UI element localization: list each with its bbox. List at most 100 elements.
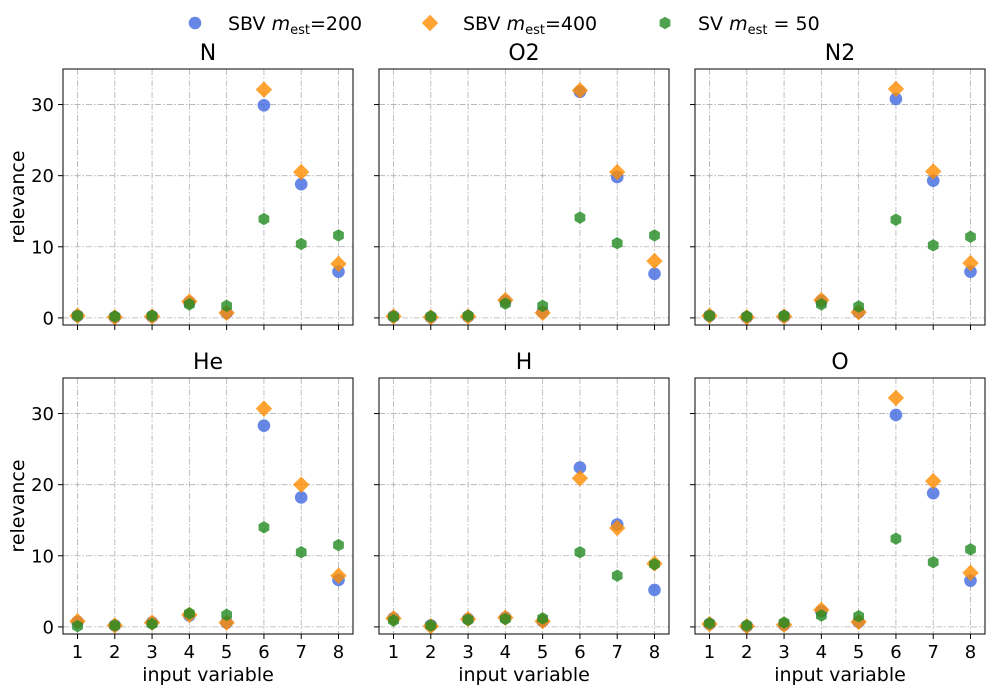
x-tick-label: 3 — [778, 642, 789, 663]
point-sbv200 — [964, 265, 977, 278]
legend: SBV mest=200 SBV mest=400 SV mest = 50 — [188, 13, 820, 38]
panel-he: 1 2 3 4 5 6 7 8 0 10 20 30 He relevance input variable — [7, 350, 354, 686]
panel-title: He — [193, 350, 223, 375]
point-sv50 — [499, 612, 511, 626]
x-tick-label: 2 — [741, 642, 752, 663]
point-sbv200 — [257, 98, 271, 112]
point-sv50 — [146, 617, 158, 631]
panel-title: N2 — [825, 41, 855, 66]
point-sv50 — [183, 298, 195, 311]
point-sv50 — [425, 619, 437, 632]
point-sv50 — [649, 558, 660, 571]
point-sbv200 — [648, 583, 661, 597]
point-sbv200 — [294, 177, 308, 191]
point-sbv200 — [926, 174, 940, 187]
axes-frame — [694, 68, 986, 326]
point-sbv200 — [294, 491, 308, 504]
x-tick-label: 7 — [611, 642, 622, 663]
point-sbv400 — [330, 567, 347, 584]
x-tick-label: 4 — [816, 642, 827, 663]
x-tick-label: 2 — [425, 642, 436, 663]
point-sbv400 — [962, 564, 979, 582]
point-sbv200 — [926, 486, 940, 500]
point-sv50 — [462, 613, 474, 626]
point-sbv400 — [571, 82, 589, 99]
point-sv50 — [890, 532, 902, 545]
point-sv50 — [183, 607, 195, 620]
x-tick-label: 1 — [72, 642, 83, 663]
axes-frame — [378, 68, 670, 326]
x-axis-label: input variable — [458, 664, 590, 686]
x-tick-label: 7 — [927, 642, 938, 663]
point-sv50 — [499, 297, 511, 310]
point-sv50 — [537, 299, 549, 312]
legend-label-sbv200: SBV mest=200 — [228, 13, 362, 38]
point-sv50 — [109, 619, 121, 632]
panel-title: H — [516, 350, 533, 375]
point-sbv400 — [255, 81, 273, 98]
point-sv50 — [704, 617, 715, 630]
point-sv50 — [109, 310, 121, 323]
point-sv50 — [741, 619, 753, 632]
x-tick-label: 4 — [500, 642, 511, 663]
point-sv50 — [295, 546, 307, 559]
point-sv50 — [927, 555, 939, 569]
point-sv50 — [853, 300, 865, 313]
y-tick-label: 20 — [31, 166, 54, 187]
axes-frame — [62, 377, 354, 635]
legend-marker-sbv400 — [421, 14, 439, 32]
legend-marker-sbv200 — [188, 16, 202, 30]
point-sv50 — [574, 546, 586, 559]
point-sv50 — [333, 538, 344, 552]
x-tick-label: 6 — [574, 642, 585, 663]
point-sv50 — [704, 309, 715, 322]
axes-frame — [62, 68, 354, 326]
point-sbv400 — [646, 252, 663, 270]
point-sv50 — [815, 609, 827, 622]
point-sbv200 — [573, 461, 587, 474]
y-axis-label: relevance — [7, 150, 29, 243]
x-tick-label: 3 — [146, 642, 157, 663]
x-axis-label: input variable — [142, 664, 274, 686]
x-tick-label: 8 — [965, 642, 976, 663]
point-sv50 — [778, 616, 790, 629]
point-sv50 — [890, 213, 902, 226]
point-sv50 — [815, 298, 827, 311]
point-sbv400 — [609, 519, 626, 537]
point-sv50 — [927, 239, 939, 252]
y-tick-label: 0 — [43, 308, 54, 329]
y-tick-label: 0 — [43, 617, 54, 638]
point-sv50 — [611, 237, 623, 250]
point-sv50 — [965, 543, 976, 556]
point-sv50 — [72, 619, 83, 633]
point-sv50 — [388, 310, 399, 323]
legend-label-sbv400: SBV mest=400 — [463, 13, 597, 38]
panel-n2: N2 — [690, 41, 986, 330]
point-sv50 — [778, 309, 790, 322]
x-tick-label: 1 — [388, 642, 399, 663]
x-axis-label: input variable — [774, 664, 906, 686]
point-sbv400 — [962, 254, 979, 272]
x-tick-label: 2 — [109, 642, 120, 663]
x-tick-label: 3 — [462, 642, 473, 663]
point-sv50 — [965, 230, 976, 244]
y-tick-label: 20 — [31, 475, 54, 496]
point-sbv400 — [887, 80, 905, 98]
point-sbv400 — [925, 472, 942, 490]
point-sbv200 — [889, 92, 903, 106]
point-sv50 — [146, 309, 158, 322]
y-tick-label: 30 — [31, 95, 54, 116]
point-sv50 — [333, 229, 344, 242]
x-tick-label: 5 — [853, 642, 864, 663]
point-sv50 — [258, 521, 270, 534]
y-tick-label: 10 — [31, 237, 54, 258]
y-axis-label: relevance — [7, 459, 29, 552]
legend-entry-sbv200: SBV mest=200 — [188, 13, 362, 38]
point-sbv400 — [887, 389, 905, 407]
point-sv50 — [537, 612, 549, 625]
point-sv50 — [574, 211, 586, 224]
